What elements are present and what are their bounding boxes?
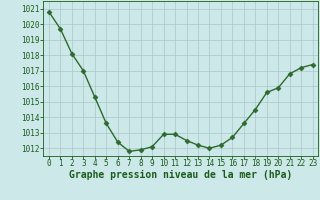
X-axis label: Graphe pression niveau de la mer (hPa): Graphe pression niveau de la mer (hPa) bbox=[69, 170, 292, 180]
